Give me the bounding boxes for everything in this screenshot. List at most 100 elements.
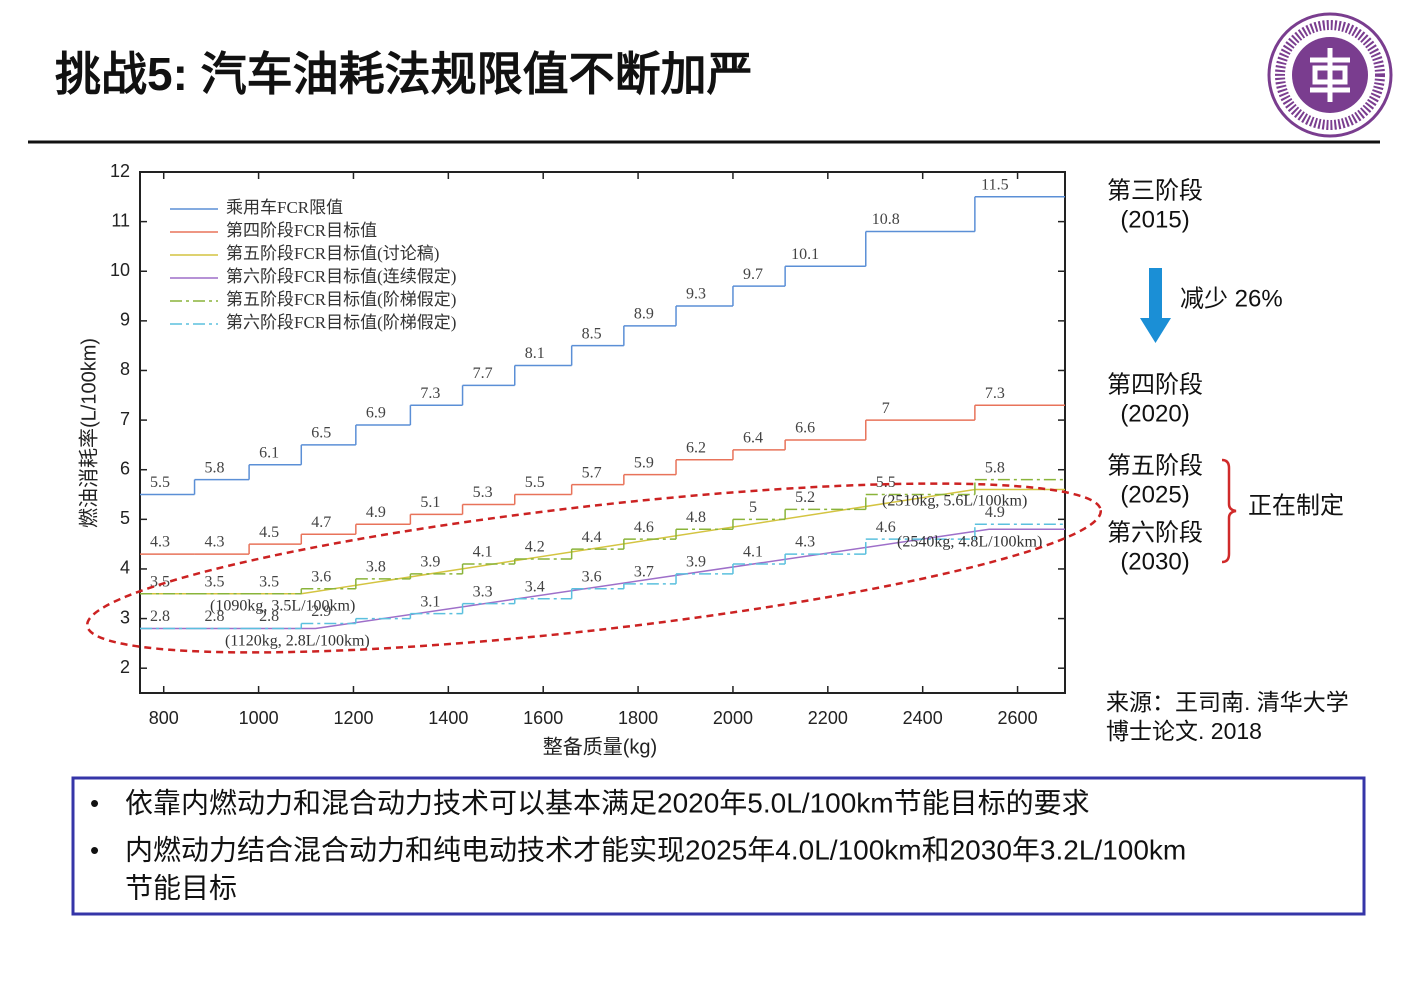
stage-year: (2015) bbox=[1120, 206, 1189, 233]
data-label: 7.3 bbox=[985, 385, 1005, 402]
data-label: 7 bbox=[882, 400, 890, 417]
data-label: 5.7 bbox=[582, 464, 602, 481]
data-label: 7.3 bbox=[420, 385, 440, 402]
highlight-ellipse bbox=[85, 482, 1103, 654]
data-label: 5.3 bbox=[473, 484, 493, 501]
data-label: 9.7 bbox=[743, 266, 763, 283]
data-label: 6.5 bbox=[311, 425, 331, 442]
logo-glyph bbox=[1310, 48, 1350, 102]
data-label: 2.9 bbox=[311, 603, 331, 620]
bullet-text: 依靠内燃动力和混合动力技术可以基本满足2020年5.0L/100km节能目标的要… bbox=[125, 787, 1090, 818]
data-label: 2.8 bbox=[259, 608, 279, 625]
data-label: 3.6 bbox=[582, 568, 602, 585]
plot-frame bbox=[139, 171, 1066, 694]
data-label: 5 bbox=[749, 499, 757, 516]
data-label: 5.8 bbox=[205, 459, 225, 476]
slide-title: 挑战5: 汽车油耗法规限值不断加严 bbox=[55, 48, 753, 100]
data-label: 5.5 bbox=[876, 474, 896, 491]
stage-year: (2020) bbox=[1120, 400, 1189, 427]
data-label: 3.1 bbox=[420, 593, 440, 610]
data-label: 4.9 bbox=[985, 504, 1005, 521]
stage-bracket bbox=[1221, 458, 1237, 564]
bullet-dot: • bbox=[90, 835, 99, 865]
data-label: 5.9 bbox=[634, 454, 654, 471]
data-label: 3.5 bbox=[259, 573, 279, 590]
x-tick-label: 2400 bbox=[903, 708, 943, 728]
data-label: 5.8 bbox=[985, 459, 1005, 476]
x-axis-label: 整备质量(kg) bbox=[543, 735, 657, 758]
x-tick-label: 1200 bbox=[333, 708, 373, 728]
data-label: 5.2 bbox=[795, 489, 815, 506]
data-label: 3.5 bbox=[150, 573, 170, 590]
legend-label: 第五阶段FCR目标值(讨论稿) bbox=[226, 244, 439, 263]
legend-label: 第四阶段FCR目标值 bbox=[226, 221, 377, 240]
x-tick-label: 800 bbox=[149, 708, 179, 728]
x-tick-label: 2000 bbox=[713, 708, 753, 728]
data-label: 8.1 bbox=[525, 345, 545, 362]
data-label: 3.9 bbox=[420, 554, 440, 571]
bullet-text: 内燃动力结合混合动力和纯电动技术才能实现2025年4.0L/100km和2030… bbox=[125, 834, 1186, 865]
y-tick-label: 8 bbox=[120, 359, 130, 379]
data-label: 3.5 bbox=[205, 573, 225, 590]
logo-band bbox=[1275, 20, 1385, 130]
bullet-text: 节能目标 bbox=[125, 872, 237, 903]
data-label: 4.3 bbox=[795, 534, 815, 551]
annotation: (1120kg, 2.8L/100km) bbox=[225, 633, 370, 650]
data-label: 4.1 bbox=[743, 544, 763, 561]
annotation: (2510kg, 5.6L/100km) bbox=[882, 493, 1027, 510]
stage-year: (2030) bbox=[1120, 548, 1189, 575]
stage-name: 第四阶段 bbox=[1107, 371, 1203, 398]
data-label: 2.8 bbox=[150, 608, 170, 625]
bullet-box bbox=[71, 776, 1366, 916]
source-line: 博士论文. 2018 bbox=[1106, 718, 1262, 744]
data-label: 5.1 bbox=[420, 494, 440, 511]
data-label: 4.7 bbox=[311, 514, 331, 531]
y-tick-label: 2 bbox=[120, 657, 130, 677]
x-tick-label: 1600 bbox=[523, 708, 563, 728]
y-axis-label: 燃油消耗率(L/100km) bbox=[77, 338, 100, 528]
x-tick-label: 2200 bbox=[808, 708, 848, 728]
data-label: 4.6 bbox=[876, 519, 896, 536]
data-label: 6.9 bbox=[366, 405, 386, 422]
x-tick-label: 1000 bbox=[239, 708, 279, 728]
data-label: 7.7 bbox=[473, 365, 493, 382]
x-tick-label: 1800 bbox=[618, 708, 658, 728]
legend-label: 第五阶段FCR目标值(阶梯假定) bbox=[226, 290, 456, 309]
plot-area: 800 1000 1200 1400 1600 1800 2000 2200 2400 2600 2… bbox=[110, 161, 1065, 728]
stage-name: 第五阶段 bbox=[1107, 452, 1203, 479]
stage-notes: 第三阶段 (2015) 减少 26% 第四阶段 (2020) 第五阶段 (202… bbox=[1106, 177, 1349, 744]
data-label: 3.7 bbox=[634, 564, 654, 581]
logo bbox=[1267, 12, 1393, 138]
data-label: 4.5 bbox=[259, 524, 279, 541]
y-tick-label: 10 bbox=[110, 260, 130, 280]
y-tick-label: 7 bbox=[120, 409, 130, 429]
data-label: 6.6 bbox=[795, 420, 815, 437]
down-arrow bbox=[1140, 268, 1171, 343]
reduction-label: 减少 26% bbox=[1180, 285, 1283, 312]
data-label: 4.1 bbox=[473, 544, 493, 561]
data-label: 6.2 bbox=[686, 439, 706, 456]
data-label: 9.3 bbox=[686, 286, 706, 303]
data-label: 2.8 bbox=[205, 608, 225, 625]
data-label: 6.4 bbox=[743, 430, 763, 447]
data-label: 10.8 bbox=[872, 211, 900, 228]
data-label: 11.5 bbox=[981, 176, 1008, 193]
data-label: 10.1 bbox=[791, 246, 819, 263]
stage-name: 第三阶段 bbox=[1107, 177, 1203, 204]
y-tick-label: 5 bbox=[120, 508, 130, 528]
data-label: 8.9 bbox=[634, 305, 654, 322]
x-tick-label: 1400 bbox=[428, 708, 468, 728]
data-label: 3.9 bbox=[686, 554, 706, 571]
source-line: 来源：王司南. 清华大学 bbox=[1106, 689, 1349, 715]
data-label: 3.8 bbox=[366, 559, 386, 576]
y-tick-label: 12 bbox=[110, 161, 130, 181]
bullet-dot: • bbox=[90, 788, 99, 818]
y-tick-label: 6 bbox=[120, 458, 130, 478]
data-label: 4.9 bbox=[366, 504, 386, 521]
data-label: 6.1 bbox=[259, 444, 279, 461]
data-label: 3.6 bbox=[311, 568, 331, 585]
data-label: 8.5 bbox=[582, 325, 602, 342]
drafting-label: 正在制定 bbox=[1248, 492, 1344, 519]
